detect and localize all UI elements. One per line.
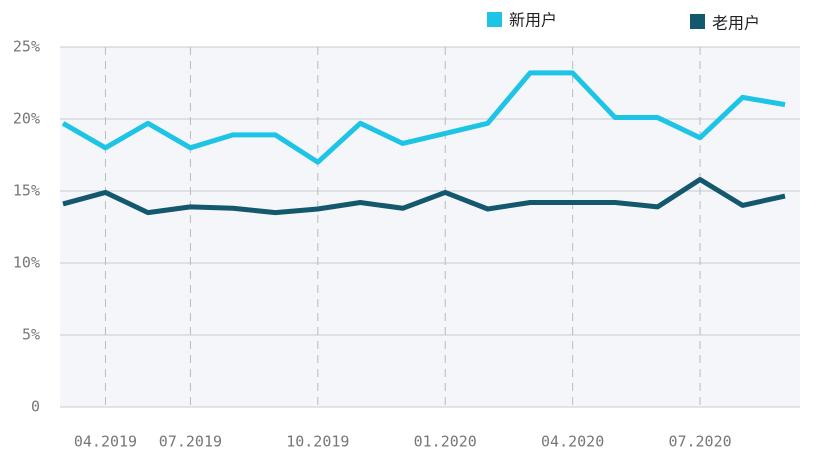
- y-tick-label: 15%: [13, 182, 40, 200]
- legend-swatch: [487, 12, 502, 27]
- series-line: [61, 70, 786, 165]
- x-tick-label: 04.2019: [74, 433, 137, 451]
- y-tick-label: 0: [31, 398, 40, 416]
- y-tick-label: 25%: [13, 38, 40, 56]
- x-tick-label: 07.2020: [668, 433, 731, 451]
- series-line: [62, 176, 786, 216]
- x-tick-label: 07.2019: [159, 433, 222, 451]
- y-tick-label: 10%: [13, 254, 40, 272]
- legend-label: 新用户: [509, 11, 557, 30]
- x-tick-label: 10.2019: [286, 433, 349, 451]
- x-tick-label: 04.2020: [541, 433, 604, 451]
- legend-swatch: [690, 14, 705, 29]
- y-tick-label: 5%: [22, 326, 40, 344]
- y-tick-label: 20%: [13, 110, 40, 128]
- x-tick-label: 01.2020: [414, 433, 477, 451]
- plot-area: [60, 47, 800, 407]
- legend-label: 老用户: [712, 14, 760, 33]
